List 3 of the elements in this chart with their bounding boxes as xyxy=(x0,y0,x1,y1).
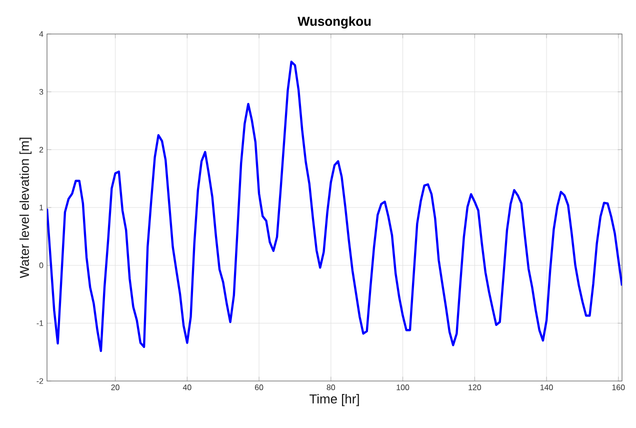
x-axis-title: Time [hr] xyxy=(310,394,359,406)
chart-title: Wusongkou xyxy=(298,16,371,29)
y-axis-title: Water level elevation [m] xyxy=(19,138,32,278)
